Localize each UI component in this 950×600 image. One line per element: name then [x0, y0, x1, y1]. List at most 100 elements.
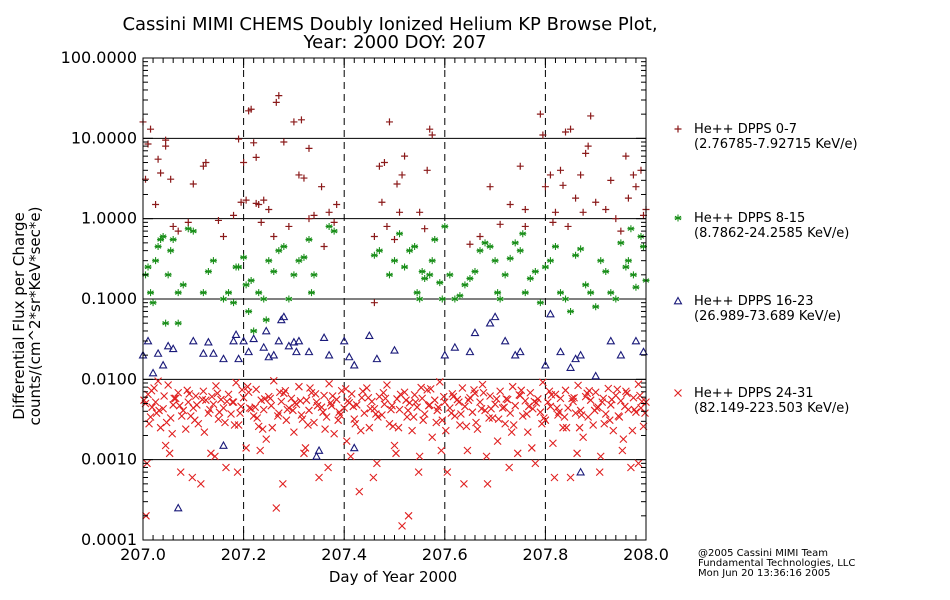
data-point [319, 333, 329, 342]
data-point [265, 206, 273, 214]
data-point [179, 281, 187, 289]
data-point [413, 289, 421, 297]
data-point [247, 276, 255, 284]
data-point [564, 222, 572, 230]
data-point [641, 409, 649, 417]
data-point [245, 307, 253, 315]
legend-range: (26.989-73.689 KeV/e) [694, 309, 841, 324]
data-point [506, 254, 514, 262]
data-point [536, 110, 544, 118]
series-4 [140, 376, 650, 530]
data-point [507, 428, 516, 437]
data-point [154, 243, 162, 251]
data-point [289, 337, 299, 346]
data-point [584, 142, 592, 150]
data-point [518, 412, 527, 420]
data-point [336, 411, 345, 419]
data-point [391, 257, 398, 265]
data-point [551, 208, 559, 216]
data-point [257, 218, 265, 226]
data-point [199, 162, 207, 170]
data-point [310, 271, 318, 279]
data-point [370, 251, 378, 259]
x-tick-label: 207.4 [321, 545, 367, 564]
data-point [426, 125, 434, 133]
data-point [476, 247, 484, 255]
data-point [341, 385, 350, 393]
data-point [395, 405, 404, 414]
data-point [445, 404, 454, 412]
data-point [147, 125, 155, 133]
data-point [526, 388, 535, 397]
data-point [613, 385, 622, 394]
data-point [285, 295, 293, 303]
data-point [174, 388, 183, 397]
data-point [234, 421, 243, 429]
data-point [545, 309, 555, 318]
data-point [230, 299, 238, 307]
data-point [496, 295, 504, 303]
data-point [573, 449, 581, 458]
data-point [473, 425, 482, 434]
data-point [183, 386, 192, 395]
credit-line-1: @2005 Cassini MIMI Team [698, 548, 828, 559]
data-point [502, 395, 511, 403]
data-point [600, 419, 609, 428]
data-point [574, 381, 582, 390]
data-point [486, 392, 494, 400]
data-point [249, 412, 258, 420]
y-tick-label: 0.0001 [81, 530, 137, 549]
data-point [615, 413, 624, 421]
data-point [252, 199, 260, 207]
legend-label: He++ DPPS 8-15 [694, 211, 805, 226]
data-point [390, 441, 399, 450]
data-point [443, 468, 452, 476]
data-point [562, 423, 571, 432]
data-point [556, 289, 564, 297]
data-point [541, 263, 549, 271]
data-point [415, 452, 424, 461]
data-point [305, 215, 313, 223]
data-point [312, 451, 321, 460]
data-point [262, 316, 270, 324]
data-point [281, 386, 290, 395]
data-point [179, 406, 188, 415]
data-point [324, 350, 334, 359]
data-point [381, 394, 390, 403]
legend-label: He++ DPPS 0-7 [694, 122, 797, 137]
data-point [567, 125, 575, 133]
data-point [374, 413, 382, 421]
data-point [274, 336, 284, 345]
data-point [417, 383, 426, 392]
data-point [485, 318, 495, 327]
data-point [236, 409, 244, 417]
data-point [213, 389, 222, 398]
data-point [539, 131, 547, 139]
data-point [189, 180, 197, 188]
data-point [396, 390, 405, 399]
data-point [521, 206, 529, 214]
data-point [481, 239, 489, 247]
data-point [515, 347, 525, 356]
data-point [346, 452, 355, 461]
series-3 [138, 309, 648, 512]
data-point [418, 267, 426, 275]
data-point [347, 389, 356, 398]
data-point [476, 398, 484, 407]
data-point [596, 452, 605, 461]
data-point [561, 386, 570, 395]
data-point [602, 267, 610, 275]
data-point [411, 243, 419, 251]
data-point [261, 326, 271, 335]
data-point [411, 398, 420, 407]
data-point [449, 392, 458, 401]
data-point [219, 232, 227, 240]
data-point [408, 426, 416, 435]
y-axis-label-line2: counts/(cm^2*sr*KeV*sec*e) [26, 207, 44, 426]
data-point [325, 222, 333, 230]
data-point [270, 232, 278, 240]
data-point [586, 396, 595, 405]
data-point [428, 433, 437, 442]
data-point [304, 347, 314, 356]
legend-marker [674, 214, 682, 222]
